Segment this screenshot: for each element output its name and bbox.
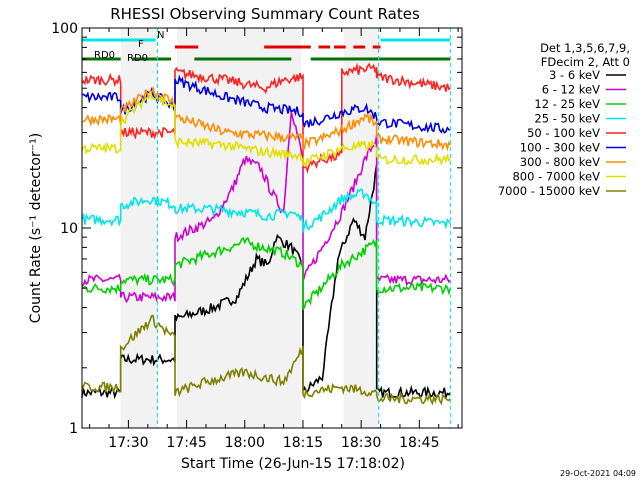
background-interval-2 [343,28,379,428]
legend-label-7: 800 - 7000 keV [512,170,600,184]
flag-layer: N F RD0 RD0 [82,28,451,428]
series-line-7 [81,89,451,169]
series-line-0 [81,164,452,400]
x-tick-label-2: 18:00 [225,435,265,451]
y-axis-label: Count Rate (s⁻¹ detector⁻¹) [28,133,44,323]
legend-label-2: 12 - 25 keV [534,97,600,111]
series-line-4 [81,62,451,174]
series-line-8 [81,314,451,406]
y-tick-label-0: 1 [69,421,78,437]
legend-label-0: 3 - 6 keV [549,68,600,82]
legend-header-line-2: FDecim 2, Att 0 [541,55,630,69]
y-tick-label-1: 10 [60,221,78,237]
legend-label-4: 50 - 100 keV [527,126,600,140]
x-tick-label-0: 17:30 [108,435,148,451]
legend-label-8: 7000 - 15000 keV [498,184,600,198]
x-tick-label-4: 18:30 [341,435,381,451]
flag-label-N: N [157,30,164,41]
footer-date: 29-Oct-2021 04:09 [560,469,636,478]
legend-label-1: 6 - 12 keV [542,83,600,97]
series-layer [81,62,452,406]
chart-title: RHESSI Observing Summary Count Rates [110,5,420,23]
y-tick-label-2: 100 [51,21,78,37]
flag-label-RD0: RD0 [94,50,115,61]
series-line-2 [81,236,452,311]
series-line-1 [81,111,452,304]
series-line-5 [81,74,451,134]
legend-label-3: 25 - 50 keV [534,112,600,126]
legend-label-5: 100 - 300 keV [520,141,600,155]
series-line-3 [81,188,452,233]
flag-label-RD0-second: RD0 [127,53,148,64]
flag-label-F: F [138,39,144,50]
x-tick-label-1: 17:45 [166,435,206,451]
axis-layer: 17:30 17:45 18:00 18:15 18:30 18:45 1 10 100 [51,21,462,451]
x-axis-label: Start Time (26-Jun-15 17:18:02) [181,456,405,472]
legend-label-6: 300 - 800 keV [520,155,600,169]
x-tick-label-3: 18:15 [283,435,323,451]
legend-header-line-1: Det 1,3,5,6,7,9, [540,41,630,55]
x-tick-label-5: 18:45 [399,435,439,451]
legend: Det 1,3,5,6,7,9, FDecim 2, Att 0 3 - 6 k… [498,41,630,198]
